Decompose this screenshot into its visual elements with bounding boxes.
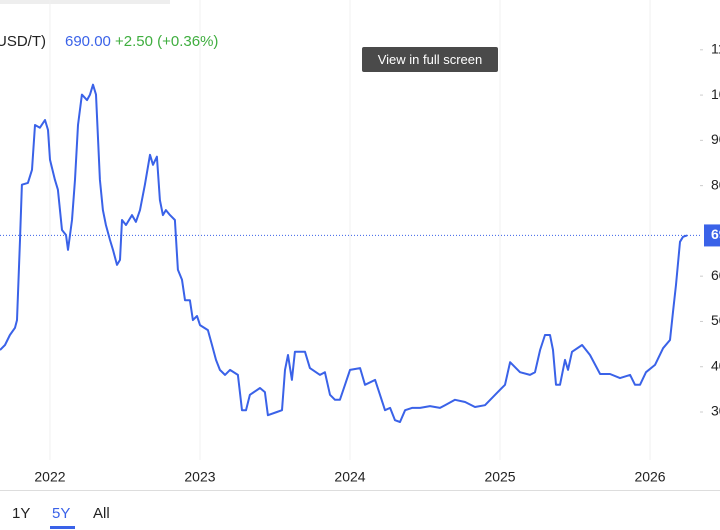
change: +2.50 (+0.36%) bbox=[115, 33, 218, 50]
x-tick-label: 2024 bbox=[334, 469, 365, 485]
symbol: USD/T) bbox=[0, 33, 46, 50]
x-tick-label: 2022 bbox=[34, 469, 65, 485]
y-tick-label: 1000 bbox=[711, 86, 720, 102]
range-button[interactable]: 1Y bbox=[12, 505, 30, 522]
range-button[interactable]: 5Y bbox=[52, 505, 70, 522]
last-price-label: 690 bbox=[711, 226, 720, 242]
y-tick-label: 300 bbox=[711, 403, 720, 419]
y-tick-label: 900 bbox=[711, 131, 720, 147]
y-tick-label: 600 bbox=[711, 267, 720, 283]
tooltip: View in full screen bbox=[362, 47, 498, 72]
x-tick-label: 2023 bbox=[184, 469, 215, 485]
range-button[interactable]: All bbox=[93, 505, 110, 522]
last-price-badge bbox=[704, 224, 720, 247]
price-line bbox=[0, 83, 688, 423]
y-tick-label: 800 bbox=[711, 176, 720, 192]
x-tick-label: 2025 bbox=[484, 469, 515, 485]
active-underline bbox=[50, 526, 75, 529]
y-tick-label: 1100 bbox=[711, 41, 720, 57]
y-tick-label: 400 bbox=[711, 357, 720, 373]
price: 690.00 bbox=[65, 33, 111, 50]
x-tick-label: 2026 bbox=[634, 469, 665, 485]
y-tick-label: 500 bbox=[711, 312, 720, 328]
tab-strip bbox=[0, 0, 170, 4]
